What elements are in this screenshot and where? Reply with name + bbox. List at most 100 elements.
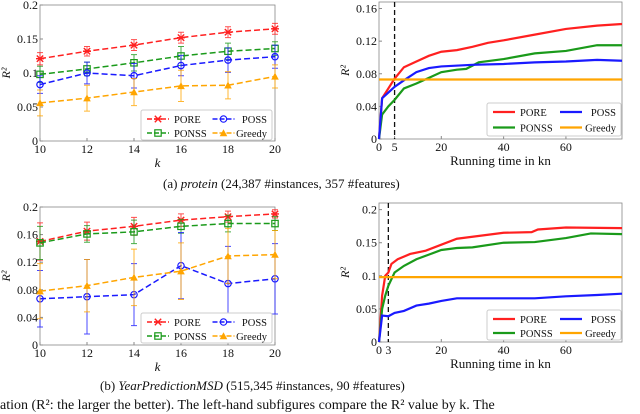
x-tick-label: 0 — [376, 343, 382, 357]
y-tick-label: 0.04 — [17, 310, 38, 324]
data-point — [271, 25, 279, 33]
caption-dataset: YearPredictionMSD — [118, 378, 223, 393]
data-point — [36, 239, 44, 247]
y-axis-label: R² — [338, 267, 352, 279]
x-axis-label: k — [155, 359, 161, 374]
y-tick-label: 0.15 — [17, 32, 38, 46]
legend-label: POSS — [242, 318, 267, 329]
y-tick-label: 0.16 — [356, 2, 377, 16]
y-tick-label: 0 — [371, 132, 377, 146]
x-tick-label: 14 — [128, 346, 140, 360]
legend-label: PONSS — [174, 332, 207, 343]
series-pore — [377, 226, 623, 343]
legend-marker — [154, 318, 162, 326]
legend-label: Greedy — [236, 129, 268, 140]
data-point — [83, 230, 91, 238]
series-line — [39, 47, 276, 76]
y-tick-label: 0.05 — [356, 302, 377, 316]
data-point — [130, 228, 138, 236]
x-tick-label: 60 — [560, 140, 572, 154]
legend: PORE POSS PONSS Greedy — [140, 109, 273, 141]
x-tick-label: 3 — [385, 343, 391, 357]
data-point — [177, 61, 185, 70]
legend-box — [486, 309, 622, 341]
data-point — [177, 222, 185, 231]
data-point — [271, 52, 279, 61]
data-point — [177, 33, 185, 42]
series-line — [377, 22, 623, 140]
caption-a: (a) protein (24,387 #instances, 357 #fea… — [163, 176, 400, 191]
legend-label: PORE — [174, 115, 201, 126]
legend-label: Greedy — [585, 329, 617, 340]
caption-b: (b) YearPredictionMSD (515,345 #instance… — [100, 378, 405, 393]
series-line — [39, 28, 276, 60]
caption-dataset: protein — [180, 176, 218, 191]
y-tick-label: 0.1 — [362, 269, 377, 283]
data-point — [36, 287, 44, 295]
x-tick-label: 0 — [376, 140, 382, 154]
x-axis-label: Running time in kn — [450, 153, 551, 168]
x-tick-label: 20 — [435, 343, 447, 357]
data-point — [271, 72, 279, 80]
series-line — [377, 44, 622, 140]
legend-marker — [219, 332, 228, 340]
x-tick-label: 18 — [222, 142, 234, 156]
x-tick-label: 20 — [269, 142, 281, 156]
data-point — [224, 219, 232, 228]
legend-label: PONSS — [174, 129, 207, 140]
y-tick-label: 0 — [32, 338, 38, 352]
y-tick-label: 0.08 — [17, 283, 38, 297]
legend: PORE POSS PONSS Greedy — [486, 309, 622, 341]
legend-label: Greedy — [236, 332, 268, 343]
y-axis-label: R² — [0, 67, 13, 79]
body-text-fragment: ation (R²: the larger the better). The l… — [0, 398, 495, 413]
y-tick-label: 0.12 — [17, 255, 38, 269]
legend-label: POSS — [242, 115, 267, 126]
x-tick-label: 10 — [34, 346, 46, 360]
y-tick-label: 0.16 — [17, 228, 38, 242]
data-point — [36, 99, 44, 107]
data-point — [83, 69, 91, 77]
series-line — [377, 58, 623, 140]
series-line — [39, 55, 276, 86]
legend-label: POSS — [591, 315, 616, 326]
legend-box — [140, 312, 273, 344]
y-tick-label: 0.1 — [23, 66, 38, 80]
data-point — [130, 88, 138, 96]
caption-details: (24,387 #instances, 357 #features) — [221, 176, 400, 191]
series-line — [39, 213, 276, 243]
data-point — [83, 94, 91, 102]
y-axis-label: R² — [0, 270, 13, 282]
x-tick-label: 40 — [498, 343, 510, 357]
y-tick-label: 0.04 — [356, 99, 377, 113]
chart-b-right: 0 3 20 40 60 0 0.05 0.1 0.15 0.2 Running time in k… — [338, 202, 623, 371]
legend-marker — [154, 129, 162, 137]
x-tick-label: 18 — [222, 346, 234, 360]
y-tick-label: 0.15 — [356, 236, 377, 250]
legend-label: PONSS — [520, 124, 553, 135]
data-point — [271, 219, 279, 228]
series-line — [377, 292, 623, 343]
series-ponss — [377, 232, 623, 343]
y-tick-label: 0.12 — [356, 34, 377, 48]
series-greedy — [36, 227, 279, 320]
series-line — [377, 226, 623, 343]
legend-label: PORE — [520, 315, 547, 326]
data-point — [224, 81, 232, 89]
series-ponss — [36, 214, 279, 260]
x-tick-label: 14 — [128, 142, 140, 156]
series-poss — [377, 58, 623, 140]
data-point — [224, 28, 232, 36]
x-axis-label: k — [155, 155, 161, 170]
series-line — [377, 232, 623, 343]
x-tick-label: 10 — [34, 142, 46, 156]
legend-label: PONSS — [520, 329, 553, 340]
data-point — [83, 281, 91, 289]
data-point — [177, 82, 185, 90]
x-tick-label: 40 — [498, 140, 510, 154]
legend: PORE POSS PONSS Greedy — [486, 102, 622, 137]
